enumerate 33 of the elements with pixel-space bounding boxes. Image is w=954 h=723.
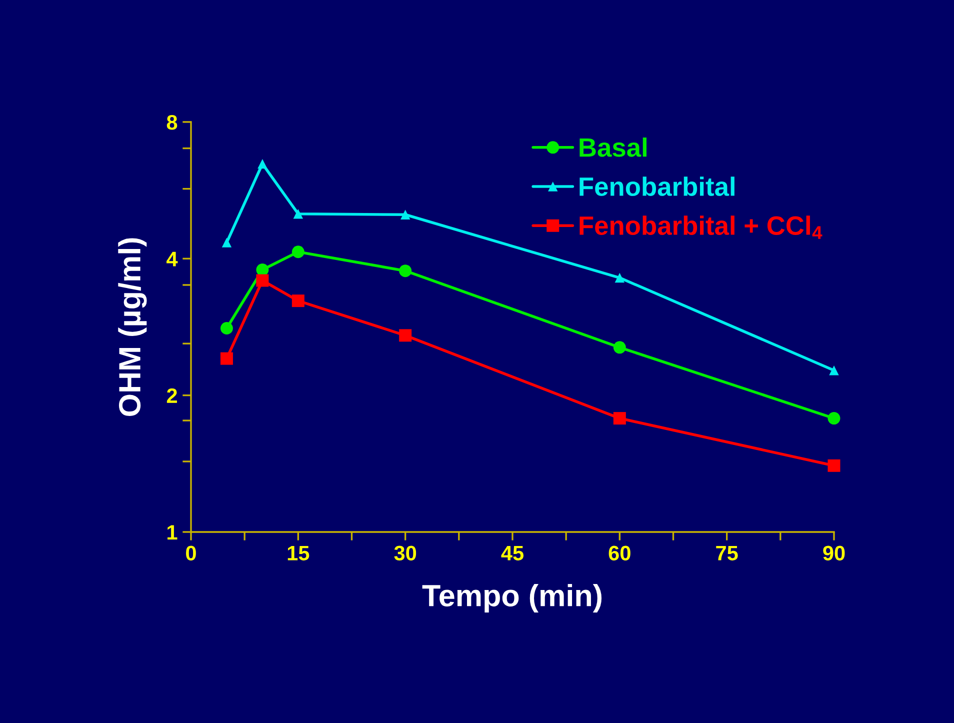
x-tick-label: 60 [608,546,630,560]
point [399,329,412,342]
point [613,341,626,354]
point [220,352,233,365]
y-axis-title: OHM (µg/ml) [118,238,147,416]
x-tick-label: 90 [823,546,845,560]
point [614,272,625,283]
point [828,459,840,472]
y-tick-label: 8 [166,114,178,130]
point [829,365,839,376]
point [292,246,304,258]
x-tick-label: 30 [394,546,416,561]
point [222,238,232,248]
legend-label: Fenobarbital + CCl$_{4}$ [580,216,822,239]
y-tick-label: 1 [168,525,178,540]
legend-label: Basal [580,138,646,157]
point [256,274,269,287]
point [258,158,268,169]
x-tick-label: 45 [501,546,524,560]
y-tick-label: 4 [166,252,178,266]
x-tick-label: 0 [186,546,196,560]
y-tick-label: 2 [166,388,177,403]
point [613,412,626,425]
point [292,294,304,308]
legend-label: Fenobarbital [580,176,734,196]
x-axis-title: Tempo (min) [422,584,602,613]
point [220,322,233,335]
point [400,210,410,220]
x-tick-label: 15 [288,546,310,560]
point [293,208,304,219]
point [828,412,840,425]
point [399,264,412,278]
x-tick-label: 75 [716,546,738,560]
